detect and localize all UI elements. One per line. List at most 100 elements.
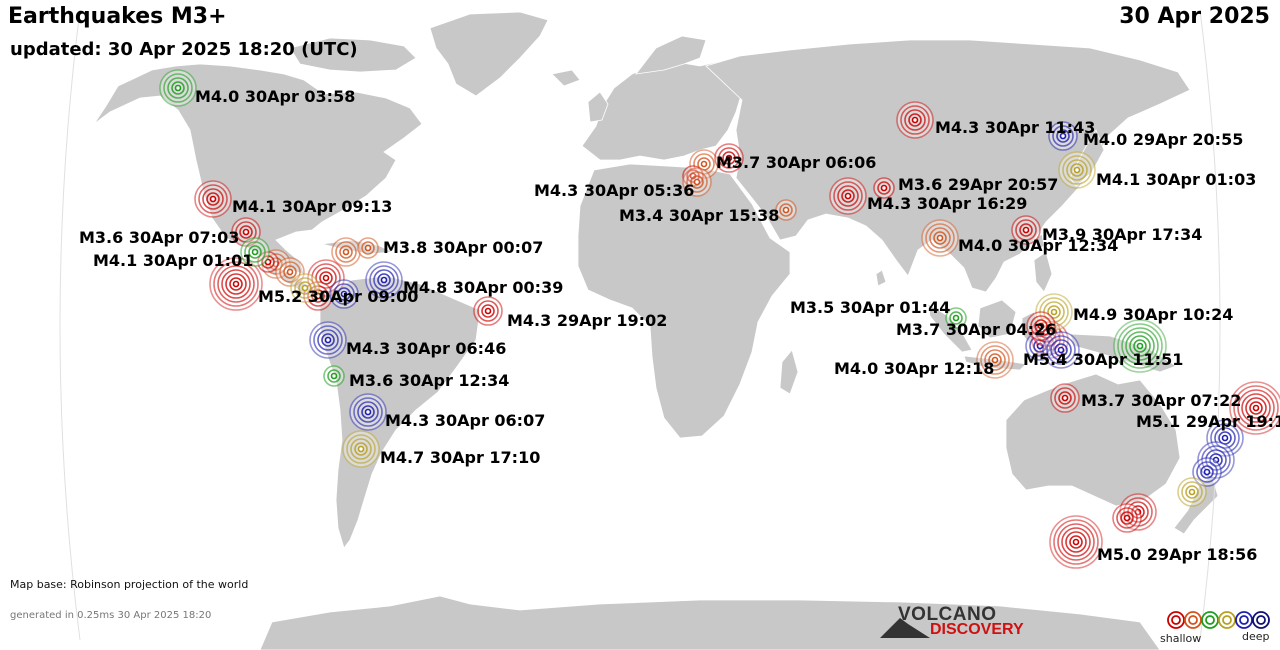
earthquake-label[interactable]: M3.7 30Apr 07:22	[1081, 391, 1241, 410]
earthquake-marker[interactable]	[976, 341, 1014, 379]
earthquake-label[interactable]: M4.3 30Apr 11:43	[935, 118, 1095, 137]
earthquake-marker[interactable]	[945, 307, 967, 329]
earthquake-label[interactable]: M4.0 30Apr 03:58	[195, 87, 355, 106]
earthquake-label[interactable]: M4.1 30Apr 09:13	[232, 197, 392, 216]
earthquake-label[interactable]: M3.6 30Apr 07:03	[79, 228, 239, 247]
arctic-islands	[289, 37, 417, 73]
map-date: 30 Apr 2025	[1119, 4, 1270, 29]
earthquake-marker[interactable]	[240, 237, 270, 267]
earthquake-label[interactable]: M3.9 30Apr 17:34	[1042, 225, 1202, 244]
earthquake-label[interactable]: M4.9 30Apr 10:24	[1073, 305, 1233, 324]
earthquake-marker[interactable]	[357, 237, 379, 259]
south-america	[319, 275, 481, 549]
earthquake-marker[interactable]	[194, 180, 232, 218]
land-masses	[93, 11, 1219, 650]
earthquake-marker[interactable]	[323, 365, 345, 387]
generated-note: generated in 0.25ms 30 Apr 2025 18:20	[10, 610, 212, 621]
earthquake-marker[interactable]	[342, 430, 380, 468]
earthquake-label[interactable]: M4.3 30Apr 06:46	[346, 339, 506, 358]
earthquake-marker[interactable]	[714, 143, 744, 173]
earthquake-marker[interactable]	[275, 257, 305, 287]
earthquake-marker[interactable]	[349, 393, 387, 431]
earthquake-label[interactable]: M4.7 30Apr 17:10	[380, 448, 540, 467]
earthquake-marker[interactable]	[896, 101, 934, 139]
depth-legend: shallow deep	[1158, 608, 1276, 648]
earthquake-marker[interactable]	[1042, 331, 1080, 369]
earthquake-label[interactable]: M5.4 30Apr 11:51	[1023, 350, 1183, 369]
earthquake-label[interactable]: M4.3 29Apr 19:02	[507, 311, 667, 330]
earthquake-marker[interactable]	[1026, 311, 1056, 341]
earthquake-marker[interactable]	[1113, 319, 1167, 373]
earthquake-label[interactable]: M4.3 30Apr 05:36	[534, 181, 694, 200]
earthquake-marker[interactable]	[1112, 503, 1142, 533]
earthquake-label[interactable]: M4.3 30Apr 06:07	[385, 411, 545, 430]
earthquake-marker[interactable]	[921, 219, 959, 257]
earthquake-marker[interactable]	[473, 296, 503, 326]
legend-depth-circle	[1235, 611, 1253, 629]
earthquake-label[interactable]: M3.6 30Apr 12:34	[349, 371, 509, 390]
earthquake-marker[interactable]	[290, 273, 320, 303]
legend-depth-circle	[1205, 615, 1215, 625]
iceland	[551, 69, 581, 87]
earthquake-label[interactable]: M3.6 29Apr 20:57	[898, 175, 1058, 194]
africa	[577, 163, 791, 439]
earthquake-label[interactable]: M5.0 29Apr 18:56	[1097, 545, 1257, 564]
earthquake-label[interactable]: M3.4 30Apr 15:38	[619, 206, 779, 225]
legend-shallow-label: shallow	[1160, 632, 1202, 645]
earthquake-label[interactable]: M5.2 30Apr 09:00	[258, 287, 418, 306]
earthquake-marker[interactable]	[309, 321, 347, 359]
earthquake-marker[interactable]	[331, 237, 361, 267]
legend-depth-circle	[1252, 611, 1270, 629]
north-america	[93, 63, 423, 275]
legend-depth-circle	[1184, 611, 1202, 629]
earthquake-label[interactable]: M3.7 30Apr 06:06	[716, 153, 876, 172]
earthquake-label[interactable]: M3.7 30Apr 04:26	[896, 320, 1056, 339]
updated-timestamp: updated: 30 Apr 2025 18:20 (UTC)	[10, 39, 358, 60]
legend-depth-circle	[1201, 611, 1219, 629]
earthquake-marker[interactable]	[1048, 121, 1078, 151]
legend-depth-circle	[1188, 615, 1198, 625]
volcano-discovery-logo[interactable]: VOLCANO DISCOVERY	[880, 604, 1040, 640]
earthquake-label[interactable]: M4.0 30Apr 12:18	[834, 359, 994, 378]
legend-depth-circle	[1218, 611, 1236, 629]
earthquake-label[interactable]: M4.0 30Apr 12:34	[958, 236, 1118, 255]
earthquake-marker[interactable]	[1177, 477, 1207, 507]
earthquake-marker[interactable]	[1229, 381, 1280, 435]
earthquake-label[interactable]: M3.8 30Apr 00:07	[383, 238, 543, 257]
asia	[705, 39, 1191, 293]
logo-line-1: VOLCANO	[898, 604, 997, 625]
legend-depth-circle	[1167, 611, 1185, 629]
scandinavia	[635, 35, 707, 75]
earthquake-marker[interactable]	[1206, 419, 1244, 457]
earthquake-label[interactable]: M4.1 30Apr 01:01	[93, 251, 253, 270]
uk	[587, 91, 609, 123]
legend-depth-circle	[1256, 615, 1266, 625]
earthquake-label[interactable]: M5.1 29Apr 19:16	[1136, 412, 1280, 431]
greenland	[429, 11, 549, 97]
earthquake-marker[interactable]	[365, 261, 403, 299]
earthquake-markers: M4.0 30Apr 03:58 M4.1 30Apr 09:13 M3.6 30A…	[79, 69, 1280, 569]
earthquake-marker[interactable]	[682, 167, 712, 197]
earthquake-marker[interactable]	[1050, 383, 1080, 413]
earthquake-marker[interactable]	[209, 257, 263, 311]
philippines	[1033, 251, 1053, 293]
earthquake-marker[interactable]	[1192, 457, 1222, 487]
earthquake-marker[interactable]	[775, 199, 797, 221]
earthquake-label[interactable]: M3.5 30Apr 01:44	[790, 298, 950, 317]
legend-depth-circle	[1171, 615, 1181, 625]
earthquake-marker[interactable]	[1011, 215, 1041, 245]
earthquake-label[interactable]: M4.0 29Apr 20:55	[1083, 130, 1243, 149]
sri-lanka	[875, 269, 887, 287]
earthquake-label[interactable]: M4.3 30Apr 16:29	[867, 194, 1027, 213]
earthquake-marker[interactable]	[1049, 515, 1103, 569]
earthquake-marker[interactable]	[873, 177, 895, 199]
earthquake-label[interactable]: M4.8 30Apr 00:39	[403, 278, 563, 297]
earthquake-marker[interactable]	[829, 177, 867, 215]
earthquake-marker[interactable]	[1058, 151, 1096, 189]
earthquake-marker[interactable]	[329, 279, 359, 309]
legend-deep-label: deep	[1242, 630, 1270, 643]
volcano-icon	[880, 618, 930, 638]
earthquake-marker[interactable]	[159, 69, 197, 107]
earthquake-label[interactable]: M4.1 30Apr 01:03	[1096, 170, 1256, 189]
